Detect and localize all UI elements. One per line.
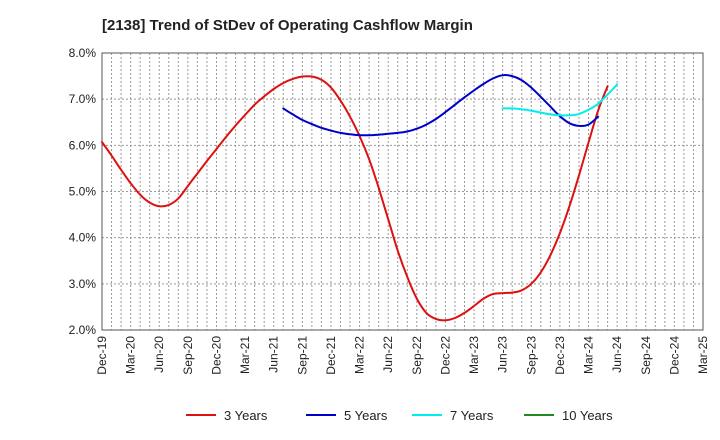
x-tick-label: Sep-21 xyxy=(295,336,309,375)
legend: 3 Years 5 Years 7 Years 10 Years xyxy=(186,408,613,423)
series xyxy=(101,74,619,322)
grid xyxy=(102,53,703,330)
x-tick-label: Dec-22 xyxy=(438,336,452,375)
x-tick-label: Jun-21 xyxy=(267,336,281,373)
series-line-7-years xyxy=(501,83,619,117)
y-tick-label: 4.0% xyxy=(69,231,97,245)
x-tick-label: Sep-24 xyxy=(639,336,653,375)
x-tick-label: Jun-20 xyxy=(152,336,166,373)
x-tick-label: Dec-21 xyxy=(324,336,338,375)
x-tick-label: Jun-22 xyxy=(381,336,395,373)
y-tick-label: 5.0% xyxy=(69,185,97,199)
chart-title: [2138] Trend of StDev of Operating Cashf… xyxy=(102,17,473,34)
x-tick-label: Mar-23 xyxy=(467,336,481,374)
x-tick-label: Mar-22 xyxy=(353,336,367,374)
x-tick-label: Dec-24 xyxy=(667,336,681,375)
x-tick-label: Mar-21 xyxy=(238,336,252,374)
x-tick-label: Sep-23 xyxy=(524,336,538,375)
legend-label-5-years: 5 Years xyxy=(344,408,388,423)
x-tick-label: Sep-20 xyxy=(181,336,195,375)
x-tick-label: Dec-19 xyxy=(95,336,109,375)
x-tick-label: Dec-20 xyxy=(209,336,223,375)
x-tick-label: Jun-24 xyxy=(610,336,624,373)
y-tick-label: 3.0% xyxy=(69,277,97,291)
legend-label-10-years: 10 Years xyxy=(562,408,613,423)
axes: 2.0% 3.0% 4.0% 5.0% 6.0% 7.0% 8.0% Dec-19 Mar-20… xyxy=(69,46,710,375)
x-tick-label: Mar-25 xyxy=(696,336,710,374)
plot-frame xyxy=(101,52,704,331)
x-tick-label: Jun-23 xyxy=(496,336,510,373)
y-tick-label: 2.0% xyxy=(69,323,97,337)
series-line-5-years xyxy=(282,74,600,137)
y-tick-label: 6.0% xyxy=(69,138,97,152)
legend-label-3-years: 3 Years xyxy=(224,408,268,423)
y-tick-label: 7.0% xyxy=(69,92,97,106)
x-tick-label: Sep-22 xyxy=(410,336,424,375)
x-tick-label: Mar-20 xyxy=(124,336,138,374)
x-tick-label: Mar-24 xyxy=(582,336,596,374)
x-tick-label: Dec-23 xyxy=(553,336,567,375)
series-line-3-years xyxy=(101,75,609,322)
y-tick-label: 8.0% xyxy=(69,46,97,60)
legend-label-7-years: 7 Years xyxy=(450,408,494,423)
